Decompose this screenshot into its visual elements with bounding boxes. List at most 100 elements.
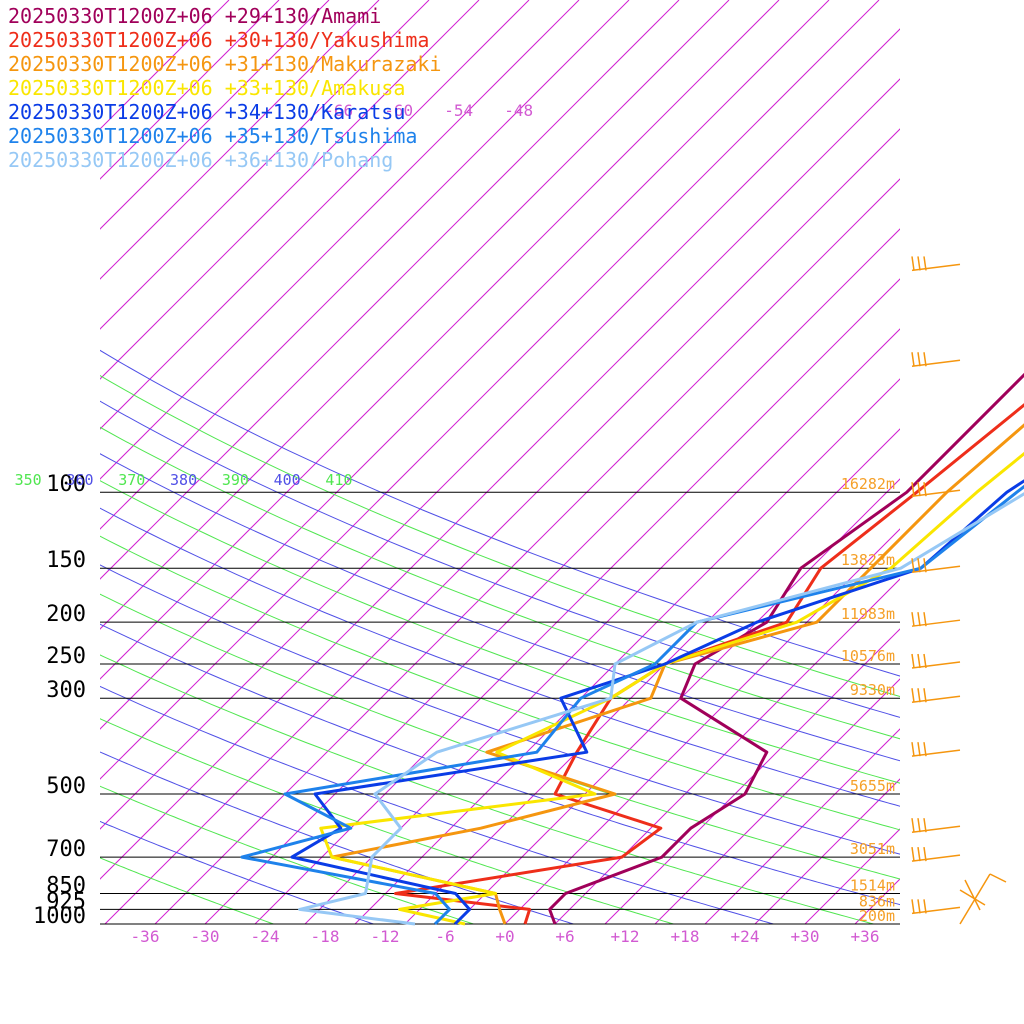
temperature-tick: +36: [851, 927, 880, 946]
sounding-lines: [240, 372, 1024, 926]
wind-barb: [911, 256, 961, 272]
height-label: 5655m: [850, 777, 895, 795]
isotherm: [154, 178, 900, 924]
isotherm: [100, 0, 580, 480]
temperature-tick: -30: [191, 927, 220, 946]
wind-barb: [911, 653, 961, 669]
isotherm: [354, 378, 900, 924]
pressure-label: 700: [46, 837, 86, 862]
legend-item-yakushima: 20250330T1200Z+06 +30+130/Yakushima: [8, 28, 430, 52]
isotherm: [204, 228, 900, 924]
dry-adiabat: [100, 685, 776, 924]
series-line-4: [290, 479, 1024, 926]
isotherm: [100, 28, 900, 830]
isotherm: [100, 78, 900, 880]
pressure-label: 300: [46, 678, 86, 703]
isotherm: [905, 0, 1024, 924]
theta-label: 350: [15, 471, 42, 489]
pressure-label: 925: [46, 889, 86, 914]
isotherm: [100, 0, 430, 330]
isotherm: [454, 478, 900, 924]
upper-isotherm-label: -60: [384, 101, 413, 120]
isotherm: [100, 0, 330, 230]
isotherm: [100, 0, 380, 280]
temperature-tick: +24: [731, 927, 760, 946]
legend-item-karatsu: 20250330T1200Z+06 +34+130/Karatsu: [8, 100, 406, 124]
isotherm: [504, 528, 900, 924]
isotherm: [100, 0, 630, 530]
height-label: 3051m: [850, 840, 895, 858]
isotherm: [604, 628, 900, 924]
dry-adiabat: [100, 718, 676, 924]
wind-barb-surface: [959, 873, 1007, 925]
height-label: 10576m: [841, 647, 895, 665]
isotherm: [804, 828, 900, 924]
temperature-tick: -18: [311, 927, 340, 946]
isotherm: [654, 678, 900, 924]
upper-isotherm-label: -66: [324, 101, 353, 120]
theta-label: 390: [222, 471, 249, 489]
height-label: 200m: [859, 907, 895, 925]
dry-adiabat: [100, 623, 900, 906]
height-label: 16282m: [841, 475, 895, 493]
isotherm: [100, 0, 830, 730]
theta-label: 370: [118, 471, 145, 489]
pressure-label: 1000: [33, 904, 86, 929]
wind-barb: [911, 742, 961, 757]
wind-barb: [911, 558, 961, 573]
temperature-tick: -12: [371, 927, 400, 946]
temperature-tick: +12: [611, 927, 640, 946]
wind-barb: [911, 352, 961, 367]
legend-item-tsushima: 20250330T1200Z+06 +35+130/Tsushima: [8, 124, 418, 148]
theta-label: 360: [66, 471, 93, 489]
isotherm: [100, 0, 680, 580]
height-label: 1514m: [850, 877, 895, 895]
height-label: 9330m: [850, 681, 895, 699]
legend-item-pohang: 20250330T1200Z+06 +36+130/Pohang: [8, 148, 394, 172]
pressure-label: 200: [46, 602, 86, 627]
pressure-label: 850: [46, 874, 86, 899]
isotherm: [100, 0, 530, 430]
isotherm: [554, 578, 900, 924]
temperature-tick: -6: [435, 927, 454, 946]
pressure-label: 150: [46, 548, 86, 573]
pressure-label: 500: [46, 774, 86, 799]
dry-adiabat: [100, 820, 376, 924]
temperature-tick: +30: [791, 927, 820, 946]
height-label: 836m: [859, 892, 895, 910]
wind-barb: [911, 899, 961, 915]
theta-label: 410: [325, 471, 352, 489]
dry-adiabat: [100, 785, 476, 924]
temperature-tick: -36: [131, 927, 160, 946]
isotherm: [704, 728, 900, 924]
isotherm: [100, 0, 730, 630]
pressure-label: 250: [46, 644, 86, 669]
isotherm: [100, 0, 880, 780]
upper-isotherm-label: -48: [504, 101, 533, 120]
temperature-tick: +18: [671, 927, 700, 946]
dry-adiabat: [100, 857, 276, 924]
temperature-tick: +6: [555, 927, 574, 946]
isotherm: [100, 0, 480, 380]
series-line-6: [298, 492, 1024, 926]
legend-item-amakusa: 20250330T1200Z+06 +33+130/Amakusa: [8, 76, 406, 100]
wind-barb: [911, 482, 961, 497]
wind-barbs: [911, 256, 1007, 925]
series-line-3: [319, 451, 1024, 926]
wind-barb: [911, 612, 961, 627]
legend-item-makurazaki: 20250330T1200Z+06 +31+130/Makurazaki: [8, 52, 442, 76]
wind-barb: [911, 847, 961, 862]
chart-legend: 20250330T1200Z+06 +29+130/Amami 20250330…: [8, 4, 441, 172]
series-line-5: [240, 484, 1024, 926]
axis-labels: 100150200250300500700850925100016282m138…: [15, 101, 895, 946]
temperature-tick: +0: [495, 927, 514, 946]
series-line-0: [548, 372, 1024, 925]
temperature-tick: -24: [251, 927, 280, 946]
isotherm: [104, 128, 900, 924]
isotherm: [100, 0, 780, 680]
theta-label: 380: [170, 471, 197, 489]
upper-isotherm-label: -54: [444, 101, 473, 120]
isotherm: [404, 428, 900, 924]
theta-label: 400: [274, 471, 301, 489]
